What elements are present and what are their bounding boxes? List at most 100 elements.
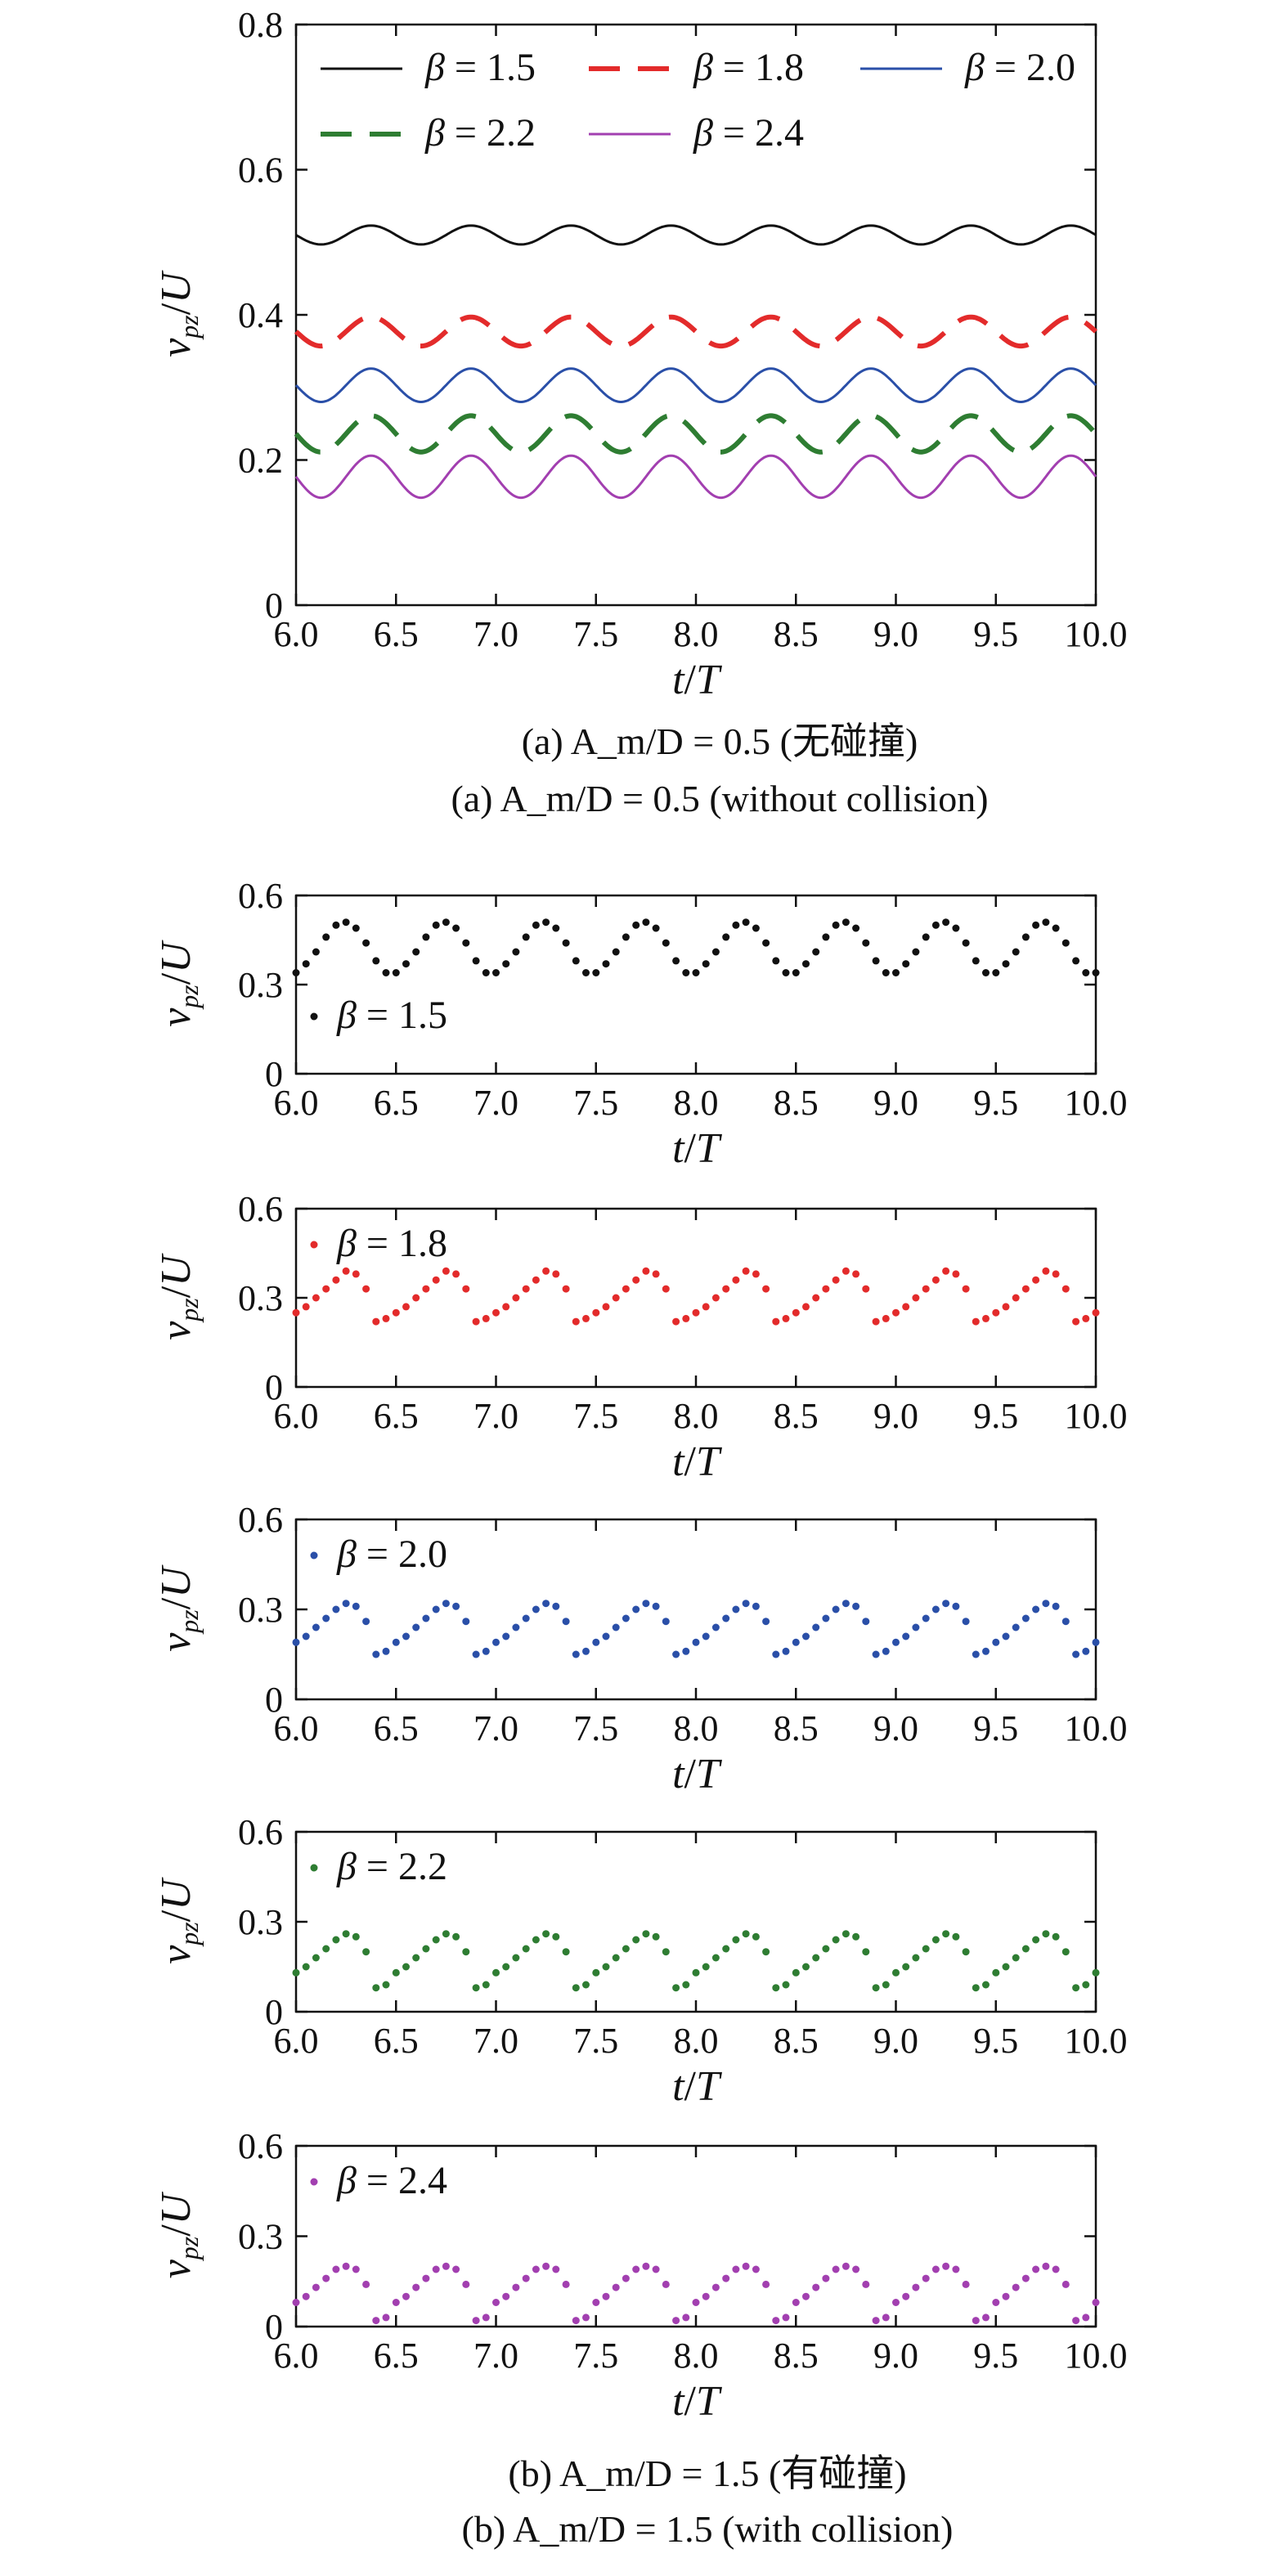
data-point: [722, 933, 730, 941]
data-point: [992, 2299, 1000, 2306]
data-point: [412, 1623, 420, 1631]
data-point: [982, 969, 990, 976]
data-point: [632, 921, 640, 929]
x-axis-label: t/T: [672, 2063, 722, 2110]
legend-marker: [310, 1241, 318, 1249]
data-point: [612, 2283, 620, 2291]
data-point: [402, 2292, 410, 2300]
data-point: [752, 1602, 760, 1610]
data-point: [392, 1308, 400, 1317]
data-point: [1032, 2265, 1040, 2273]
data-point: [1032, 1276, 1040, 1284]
data-point: [742, 2262, 750, 2270]
data-point: [652, 924, 660, 932]
x-tick-label: 9.0: [873, 2021, 918, 2061]
data-point: [942, 1267, 950, 1275]
data-point: [862, 1948, 870, 1956]
data-point: [802, 2292, 810, 2300]
data-point: [1021, 1945, 1030, 1953]
x-tick-label: 9.5: [973, 1083, 1018, 1123]
data-point: [382, 1981, 390, 1989]
data-point: [931, 1605, 940, 1613]
x-tick-label: 7.0: [473, 2336, 518, 2376]
data-point: [602, 2292, 610, 2300]
data-point: [632, 1605, 640, 1613]
data-point: [1052, 1932, 1060, 1941]
data-point: [352, 1932, 360, 1941]
data-point: [392, 1968, 400, 1977]
data-point: [372, 1317, 380, 1326]
data-point: [322, 933, 330, 941]
x-tick-label: 8.5: [774, 1083, 819, 1123]
data-point: [662, 1618, 670, 1626]
data-point: [612, 1954, 620, 1962]
series-line-1: [295, 224, 1097, 246]
data-point: [1002, 1963, 1010, 1971]
data-point: [402, 1303, 410, 1311]
data-point: [582, 969, 590, 976]
y-tick-label: 0.2: [238, 441, 283, 481]
data-point: [382, 1647, 390, 1655]
data-point: [432, 921, 440, 929]
data-point: [692, 2299, 700, 2306]
data-point: [962, 939, 970, 947]
data-point: [552, 1602, 560, 1610]
data-point: [912, 1623, 920, 1631]
data-point: [792, 1308, 800, 1317]
data-point: [841, 918, 850, 927]
data-point: [372, 1984, 380, 1992]
x-tick-label: 8.5: [774, 1396, 819, 1436]
data-point: [482, 2313, 490, 2322]
x-tick-label: 6.0: [274, 1396, 319, 1436]
data-point: [841, 1600, 850, 1608]
data-point: [1092, 1968, 1100, 1977]
data-point: [762, 2280, 770, 2288]
data-point: [562, 939, 570, 947]
data-point: [992, 1638, 1000, 1646]
data-point: [1072, 1984, 1080, 1992]
x-tick-label: 6.0: [274, 2336, 319, 2376]
data-point: [622, 933, 630, 941]
scatter-points: [292, 1930, 1100, 1992]
data-point: [512, 948, 520, 956]
data-point: [762, 1948, 770, 1956]
data-point: [931, 1936, 940, 1944]
data-point: [352, 1270, 360, 1278]
data-point: [1021, 933, 1030, 941]
x-axis-label: t/T: [672, 1751, 722, 1797]
data-point: [872, 957, 880, 965]
x-tick-label: 6.5: [374, 1396, 419, 1436]
data-point: [292, 2299, 300, 2306]
data-point: [402, 960, 410, 968]
data-point: [841, 1267, 850, 1275]
series-line-2: [294, 314, 1098, 349]
data-point: [802, 1632, 810, 1640]
data-point: [492, 1638, 500, 1646]
data-point: [702, 1632, 710, 1640]
data-point: [792, 1638, 800, 1646]
x-tick-label: 8.5: [774, 2336, 819, 2376]
data-point: [922, 1945, 930, 1953]
data-point: [922, 933, 930, 941]
y-axis-label: vpz/U: [153, 270, 204, 357]
x-tick-label: 7.0: [473, 1083, 518, 1123]
y-tick-label: 0.6: [238, 876, 283, 916]
data-point: [872, 1317, 880, 1326]
data-point: [302, 1303, 310, 1311]
data-point: [1042, 1267, 1050, 1275]
data-point: [592, 1308, 600, 1317]
data-point: [841, 2262, 850, 2270]
data-point: [302, 2292, 310, 2300]
data-point: [892, 2299, 900, 2306]
data-point: [812, 1954, 820, 1962]
data-point: [1072, 2317, 1080, 2325]
data-point: [711, 1294, 720, 1302]
data-point: [622, 1614, 630, 1622]
data-point: [692, 1638, 700, 1646]
data-point: [782, 1647, 790, 1655]
data-point: [582, 1647, 590, 1655]
data-point: [522, 1945, 530, 1953]
data-point: [752, 2265, 760, 2273]
data-point: [552, 1932, 560, 1941]
x-tick-label: 6.5: [374, 614, 419, 654]
